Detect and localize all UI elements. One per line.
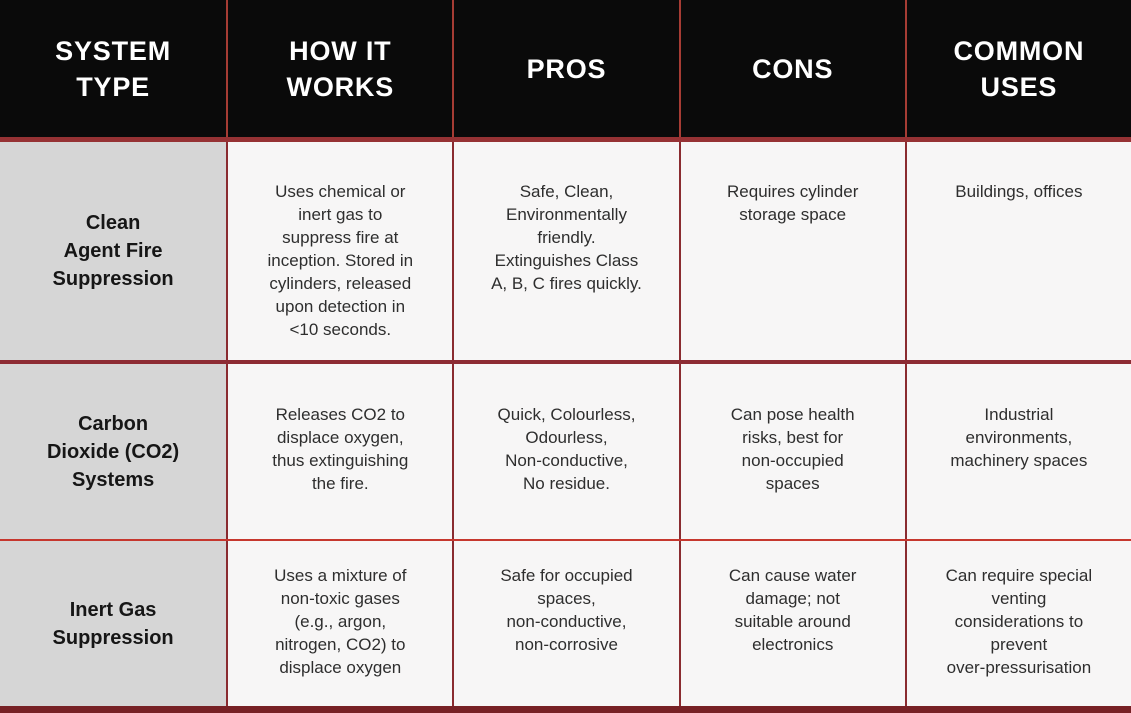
header-cell-system-type: SYSTEM TYPE: [55, 35, 171, 102]
cell-common-uses-clean-agent: Buildings, offices: [904, 142, 1131, 360]
header-cell-pros: PROS: [452, 0, 678, 137]
header-cell-how-it-works: HOW IT WORKS: [226, 0, 452, 137]
header-cell-common-uses: COMMON USES: [904, 0, 1131, 137]
cell-how-it-works-co2: Releases CO2 to displace oxygen, thus ex…: [226, 364, 452, 539]
row-divider-line-2: [0, 539, 1131, 541]
cell-how-it-works-clean-agent: Uses chemical or inert gas to suppress f…: [226, 142, 452, 360]
table-row-co2: Carbon Dioxide (CO2) Systems Releases CO…: [0, 364, 1131, 539]
cell-common-uses-co2: Industrial environments, machinery space…: [904, 364, 1131, 539]
cell-pros-co2: Quick, Colourless, Odourless, Non-conduc…: [452, 364, 678, 539]
table-bottom-border: [0, 706, 1131, 713]
header-cell-cons: CONS: [678, 0, 905, 137]
table-row-inert-gas: Inert Gas Suppression Uses a mixture of …: [0, 541, 1131, 706]
cell-system-type-inert-gas: Inert Gas Suppression: [0, 541, 227, 706]
table-header-row: SYSTEM TYPE HOW IT WORKS PROS CONS COMMO…: [0, 0, 1131, 137]
cell-common-uses-inert-gas: Can require special venting consideratio…: [904, 541, 1131, 706]
cell-cons-co2: Can pose health risks, best for non-occu…: [678, 364, 905, 539]
cell-pros-clean-agent: Safe, Clean, Environmentally friendly. E…: [452, 142, 678, 360]
row-divider-line-1: [0, 360, 1131, 364]
cell-system-type-clean-agent: Clean Agent Fire Suppression: [0, 142, 227, 360]
cell-cons-clean-agent: Requires cylinder storage space: [678, 142, 905, 360]
cell-cons-inert-gas: Can cause water damage; not suitable aro…: [678, 541, 905, 706]
table-row-clean-agent: Clean Agent Fire Suppression Uses chemic…: [0, 142, 1131, 360]
cell-how-it-works-inert-gas: Uses a mixture of non-toxic gases (e.g.,…: [226, 541, 452, 706]
cell-system-type-co2: Carbon Dioxide (CO2) Systems: [0, 364, 227, 539]
header-divider-line: [0, 137, 1131, 142]
cell-pros-inert-gas: Safe for occupied spaces, non-conductive…: [452, 541, 678, 706]
